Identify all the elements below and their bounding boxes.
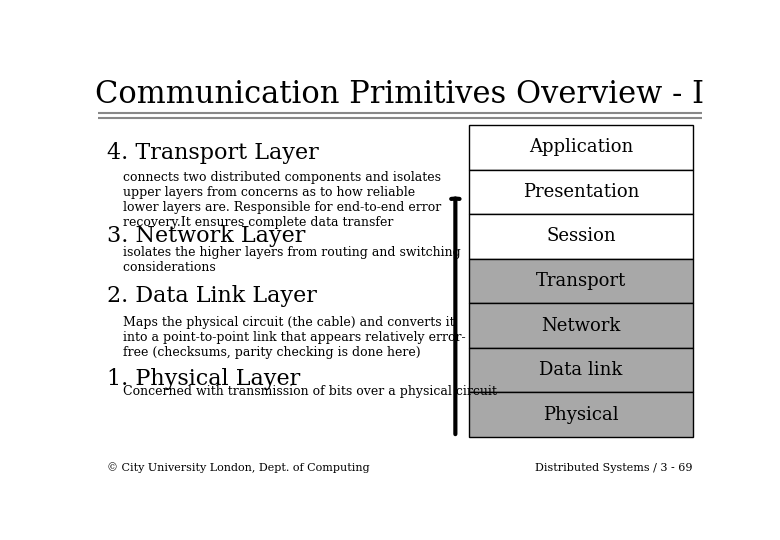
Text: 4. Transport Layer: 4. Transport Layer [107, 141, 318, 164]
Text: Session: Session [546, 227, 616, 246]
Bar [470, 170, 693, 214]
Text: Concerned with transmission of bits over a physical circuit: Concerned with transmission of bits over… [107, 385, 496, 398]
Text: Transport: Transport [536, 272, 626, 290]
Text: Data link: Data link [540, 361, 622, 379]
Bar [470, 259, 693, 303]
Text: 2. Data Link Layer: 2. Data Link Layer [107, 285, 317, 307]
Bar [470, 348, 693, 393]
Text: isolates the higher layers from routing and switching
    considerations: isolates the higher layers from routing … [107, 246, 460, 274]
Text: Presentation: Presentation [523, 183, 640, 201]
Text: Maps the physical circuit (the cable) and converts it
    into a point-to-point : Maps the physical circuit (the cable) an… [107, 316, 465, 359]
Text: Network: Network [541, 316, 621, 335]
Text: Communication Primitives Overview - I: Communication Primitives Overview - I [95, 79, 704, 110]
Text: 1. Physical Layer: 1. Physical Layer [107, 368, 300, 390]
Text: 3. Network Layer: 3. Network Layer [107, 225, 305, 247]
Bar [470, 303, 693, 348]
Bar [470, 125, 693, 170]
Text: Application: Application [529, 138, 633, 157]
Bar [470, 393, 693, 437]
Text: © City University London, Dept. of Computing: © City University London, Dept. of Compu… [107, 462, 369, 473]
Bar [470, 214, 693, 259]
Text: connects two distributed components and isolates
    upper layers from concerns : connects two distributed components and … [107, 171, 441, 229]
Text: Physical: Physical [544, 406, 619, 424]
Text: Distributed Systems / 3 - 69: Distributed Systems / 3 - 69 [535, 463, 693, 473]
